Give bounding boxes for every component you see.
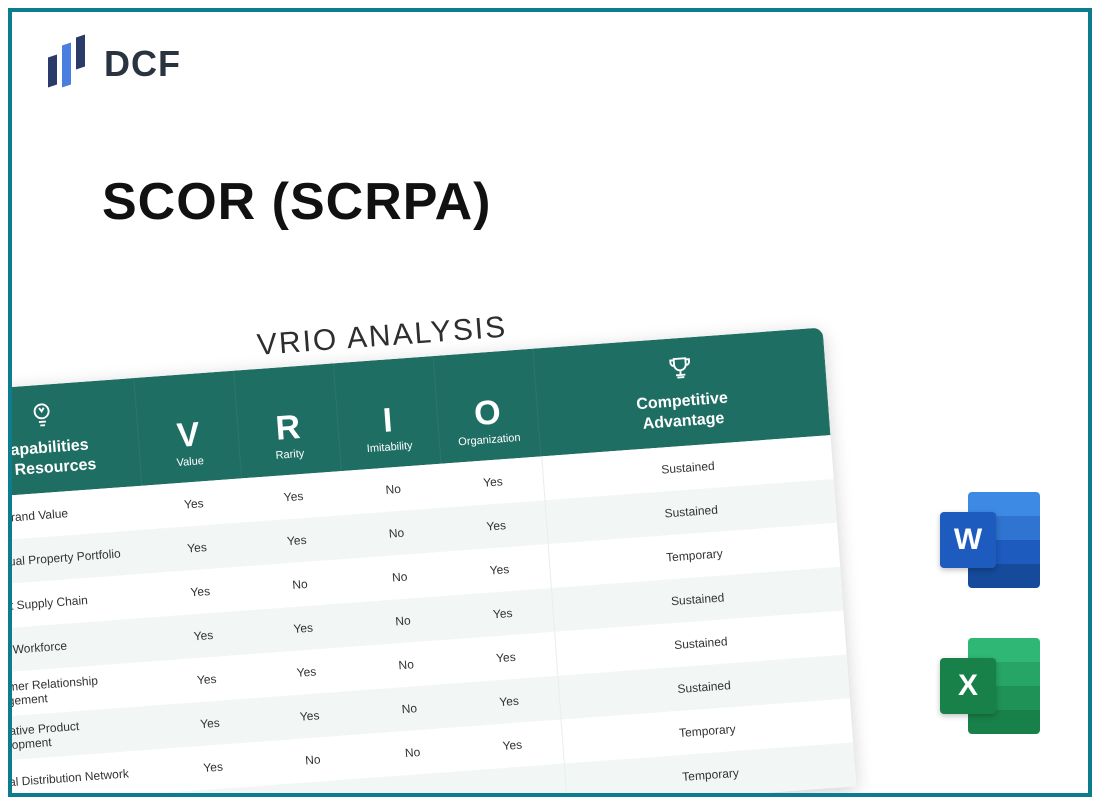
- cell-imitability: No: [351, 595, 454, 646]
- cell-value: Yes: [162, 742, 265, 793]
- header-v: V Value: [134, 371, 242, 486]
- header-i-word: Imitability: [366, 440, 413, 455]
- brand-logo: DCF: [48, 36, 181, 92]
- cell-organization: Yes: [448, 544, 551, 595]
- cell-rarity: Yes: [258, 690, 361, 741]
- cell-organization: Yes: [451, 588, 554, 639]
- header-o-word: Organization: [458, 432, 521, 449]
- header-advantage-label: Competitive Advantage: [636, 389, 730, 436]
- logo-bar-3: [76, 35, 85, 70]
- vrio-sheet: VRIO ANALYSIS Capabilities or Resources …: [8, 288, 856, 797]
- logo-bar-2: [62, 43, 71, 88]
- header-o-letter: O: [473, 395, 502, 431]
- logo-mark: [48, 36, 92, 92]
- logo-text: DCF: [104, 43, 181, 85]
- header-r: R Rarity: [234, 363, 342, 478]
- cell-value: Yes: [155, 654, 258, 705]
- cell-rarity: Yes: [245, 515, 348, 566]
- trophy-icon: [665, 353, 695, 383]
- cell-value: Yes: [149, 566, 252, 617]
- cell-organization: Yes: [458, 676, 561, 727]
- cell-rarity: Yes: [255, 647, 358, 698]
- cell-organization: Yes: [454, 632, 557, 683]
- header-v-word: Value: [176, 455, 204, 469]
- app-icons: W X: [940, 492, 1040, 734]
- header-v-letter: V: [176, 417, 201, 453]
- word-icon-front: W: [940, 512, 996, 568]
- page-frame: DCF SCOR (SCRPA) VRIO ANALYSIS Capabilit…: [8, 8, 1092, 797]
- vrio-table: Capabilities or Resources V Value R Rari…: [8, 327, 856, 797]
- header-i: I Imitability: [334, 356, 442, 471]
- cell-organization: Yes: [445, 500, 548, 551]
- cell-imitability: No: [345, 508, 448, 559]
- cell-rarity: No: [249, 559, 352, 610]
- cell-capability: [8, 793, 168, 797]
- header-r-letter: R: [274, 410, 301, 446]
- word-icon: W: [940, 492, 1040, 588]
- header-capabilities-label: Capabilities or Resources: [8, 435, 97, 482]
- header-r-word: Rarity: [275, 448, 305, 462]
- cell-organization: Yes: [461, 720, 564, 771]
- cell-value: Yes: [146, 522, 249, 573]
- cell-imitability: No: [361, 727, 464, 778]
- cell-value: Yes: [152, 610, 255, 661]
- cell-imitability: No: [355, 639, 458, 690]
- cell-organization: Yes: [442, 456, 545, 507]
- cell-value: Yes: [158, 698, 261, 749]
- excel-icon: X: [940, 638, 1040, 734]
- header-advantage: Competitive Advantage: [533, 327, 830, 456]
- cell-imitability: No: [348, 551, 451, 602]
- lightbulb-icon: [26, 400, 56, 430]
- excel-icon-front: X: [940, 658, 996, 714]
- cell-imitability: No: [358, 683, 461, 734]
- logo-bar-1: [48, 55, 57, 88]
- header-i-letter: I: [382, 403, 394, 438]
- cell-rarity: Yes: [252, 603, 355, 654]
- header-o: O Organization: [434, 349, 542, 464]
- page-title: SCOR (SCRPA): [102, 172, 491, 232]
- cell-rarity: Yes: [242, 471, 345, 522]
- cell-rarity: No: [261, 734, 364, 785]
- cell-value: Yes: [142, 478, 245, 529]
- cell-imitability: No: [342, 464, 445, 515]
- header-capabilities: Capabilities or Resources: [8, 378, 142, 500]
- table-body: Strong Brand ValueYesYesNoYesSustainedIn…: [8, 435, 856, 797]
